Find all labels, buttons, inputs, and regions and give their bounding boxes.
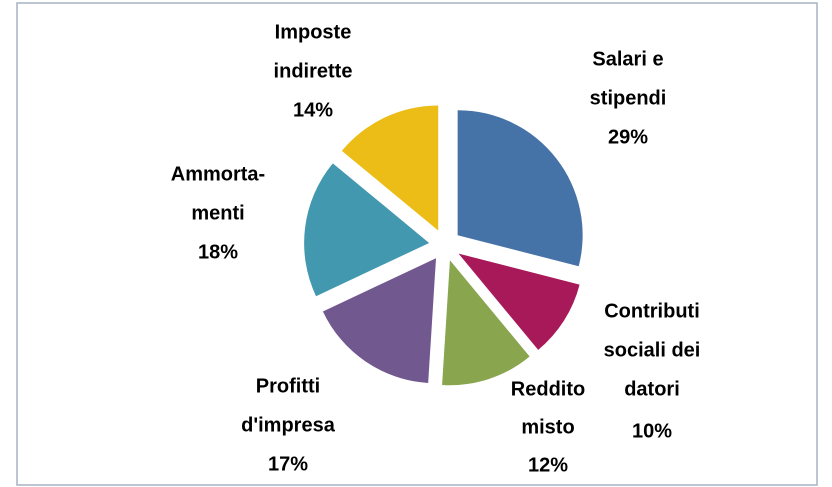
value-label: 12%	[528, 454, 568, 476]
slice-label: misto	[521, 416, 574, 438]
slice-label: Profitti	[256, 375, 320, 397]
value-label: 29%	[608, 126, 648, 148]
slice-label: datori	[624, 378, 680, 400]
slice-label: Reddito	[511, 378, 585, 400]
pie-slice	[341, 105, 439, 231]
slice-label: Contributi	[604, 300, 700, 322]
value-label: 18%	[198, 241, 238, 263]
pie-slice	[304, 163, 430, 297]
pie-slice	[322, 258, 437, 383]
slice-label: Ammorta-	[171, 163, 265, 185]
slice-label: indirette	[274, 60, 353, 82]
pie-slice	[442, 260, 530, 386]
value-label: 10%	[632, 420, 672, 442]
slice-label: menti	[191, 202, 244, 224]
slice-label: sociali dei	[604, 339, 701, 361]
value-label: 17%	[268, 453, 308, 475]
value-label: 14%	[293, 99, 333, 121]
slice-label: d'impresa	[241, 414, 336, 436]
slice-label: Salari e	[592, 48, 663, 70]
pie-slice	[458, 253, 580, 350]
slice-label: stipendi	[590, 87, 667, 109]
slice-label: Imposte	[275, 21, 352, 43]
pie-slice	[457, 110, 583, 267]
